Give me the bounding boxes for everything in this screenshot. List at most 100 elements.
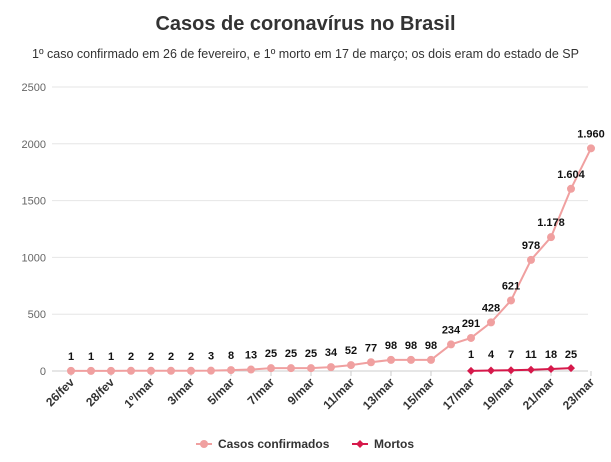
data-label: 98	[405, 340, 417, 352]
data-point[interactable]	[567, 364, 575, 373]
data-point[interactable]	[347, 361, 355, 370]
x-tick-label: 19/mar	[480, 375, 517, 412]
data-point[interactable]	[147, 366, 155, 375]
x-tick-label: 28/fev	[83, 375, 117, 409]
legend-item[interactable]: Casos confirmados	[196, 437, 330, 451]
data-label: 18	[545, 349, 557, 361]
x-tick-label: 26/fev	[43, 375, 77, 409]
data-point[interactable]	[427, 355, 435, 364]
chart-title: Casos de coronavírus no Brasil	[155, 13, 455, 35]
data-label: 2	[188, 351, 194, 363]
chart-subtitle: 1º caso confirmado em 26 de fevereiro, e…	[32, 47, 579, 61]
data-label: 291	[462, 318, 480, 330]
data-point[interactable]	[307, 364, 315, 373]
data-label: 1.604	[557, 169, 585, 181]
data-point[interactable]	[327, 363, 335, 372]
legend-marker	[200, 440, 208, 448]
grid-lines	[52, 86, 588, 372]
x-tick-label: 15/mar	[400, 375, 437, 412]
data-label: 1	[88, 351, 94, 363]
data-point[interactable]	[67, 366, 75, 375]
data-point[interactable]	[247, 365, 255, 374]
data-label: 428	[482, 302, 500, 314]
data-point[interactable]	[167, 366, 175, 375]
legend-label: Mortos	[374, 437, 414, 451]
data-label: 13	[245, 350, 257, 362]
y-tick-label: 500	[28, 309, 46, 321]
data-label: 1.960	[577, 128, 605, 140]
data-label: 34	[325, 347, 338, 359]
data-point[interactable]	[467, 333, 475, 342]
data-point[interactable]	[367, 358, 375, 367]
x-tick-label: 1º/mar	[121, 375, 157, 411]
data-point[interactable]	[527, 365, 535, 374]
data-point[interactable]	[547, 233, 555, 242]
data-label: 8	[228, 350, 234, 362]
data-label: 7	[508, 349, 514, 361]
x-tick-label: 3/mar	[165, 375, 198, 408]
data-label: 1	[468, 349, 474, 361]
data-label: 1	[108, 351, 114, 363]
data-point[interactable]	[527, 255, 535, 264]
data-point[interactable]	[507, 296, 515, 305]
series-line	[71, 147, 592, 372]
data-label: 1	[68, 351, 74, 363]
data-point[interactable]	[267, 364, 275, 373]
data-label: 11	[525, 349, 537, 361]
data-point[interactable]	[487, 366, 495, 375]
legend-label: Casos confirmados	[218, 437, 330, 451]
data-point[interactable]	[467, 366, 475, 375]
data-point[interactable]	[287, 364, 295, 373]
data-point[interactable]	[127, 366, 135, 375]
data-label: 2	[148, 351, 154, 363]
data-label: 98	[425, 340, 437, 352]
data-point[interactable]	[407, 355, 415, 364]
legend-marker	[356, 440, 364, 448]
series-layer: 1 1 1 2 2 2 2 3 8 13 25 25 25 34 52 77 98 98 9823429142862…	[67, 128, 605, 375]
data-label: 1.178	[537, 217, 565, 229]
data-point[interactable]	[187, 366, 195, 375]
data-label: 98	[385, 340, 397, 352]
data-label: 25	[285, 348, 297, 360]
legend-item[interactable]: Mortos	[352, 437, 414, 451]
data-point[interactable]	[107, 366, 115, 375]
data-point[interactable]	[447, 340, 455, 349]
legend: Casos confirmados Mortos	[196, 437, 414, 451]
data-point[interactable]	[207, 366, 215, 375]
x-tick-label: 11/mar	[320, 375, 357, 412]
data-label: 25	[265, 348, 277, 360]
y-tick-label: 1500	[22, 196, 46, 208]
data-label: 2	[168, 351, 174, 363]
data-label: 4	[488, 349, 495, 361]
series-casos-confirmados: 1 1 1 2 2 2 2 3 8 13 25 25 25 34 52 77 98 98 9823429142862…	[67, 128, 605, 375]
y-axis-ticks: 0 500 1000 1500 2000 2500	[22, 82, 46, 378]
x-tick-label: 7/mar	[245, 375, 278, 408]
x-tick-label: 17/mar	[440, 375, 477, 412]
data-label: 234	[442, 324, 461, 336]
x-tick-label: 23/mar	[560, 375, 597, 412]
y-tick-label: 2500	[22, 82, 46, 94]
series-mortos: 1 4 7 11 18 25	[467, 349, 577, 375]
x-tick-label: 13/mar	[360, 375, 397, 412]
data-label: 3	[208, 351, 214, 363]
data-point[interactable]	[87, 366, 95, 375]
data-label: 52	[345, 345, 357, 357]
data-point[interactable]	[227, 366, 235, 375]
data-point[interactable]	[587, 144, 595, 153]
data-point[interactable]	[387, 355, 395, 364]
x-tick-label: 21/mar	[520, 375, 557, 412]
data-point[interactable]	[487, 318, 495, 327]
y-tick-label: 2000	[22, 139, 46, 151]
data-label: 77	[365, 342, 377, 354]
x-tick-label: 5/mar	[205, 375, 238, 408]
x-axis-ticks: 26/fev 28/fev 1º/mar 3/mar 5/mar 7/mar 9/mar 11…	[43, 371, 597, 412]
data-point[interactable]	[507, 366, 515, 375]
data-label: 621	[502, 280, 520, 292]
data-point[interactable]	[547, 364, 555, 373]
data-label: 25	[305, 348, 317, 360]
data-label: 978	[522, 240, 540, 252]
x-tick-label: 9/mar	[285, 375, 318, 408]
data-point[interactable]	[567, 184, 575, 193]
